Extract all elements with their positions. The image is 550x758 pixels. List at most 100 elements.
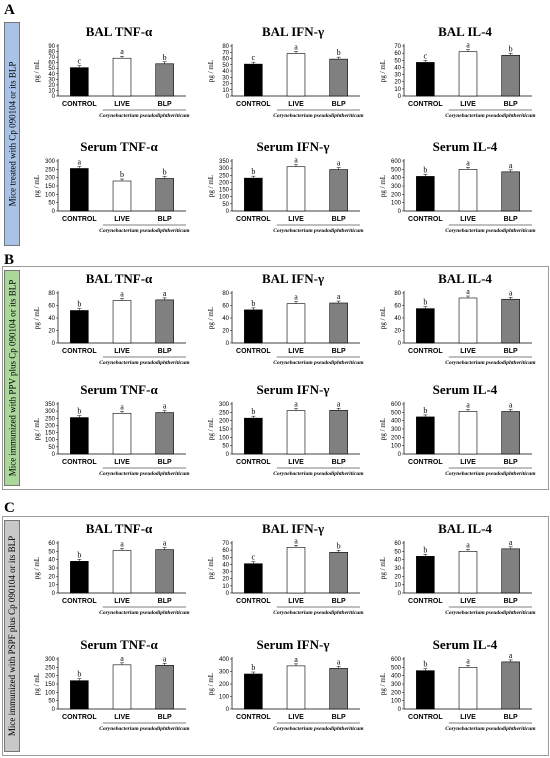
y-tick-label: 30 — [222, 570, 229, 576]
chart-title: Serum TNF-α — [80, 139, 158, 154]
bar — [458, 169, 478, 212]
bar — [112, 300, 132, 344]
y-tick-label: 20 — [394, 574, 401, 580]
bar — [155, 178, 174, 212]
y-tick-label: 150 — [45, 184, 56, 190]
y-tick-label: 200 — [391, 192, 402, 198]
panel-c-side-label: Mice immunized with PSPF plus Cp 090104 … — [4, 520, 20, 752]
y-tick-label: 40 — [394, 316, 401, 322]
chart-title: BAL TNF-α — [86, 24, 153, 39]
y-axis-label: pg / mL — [207, 60, 215, 82]
y-tick-label: 100 — [45, 192, 56, 198]
y-tick-label: 300 — [391, 427, 402, 433]
panel-a-side-label: Mice treated with Cp 090104 or its BLP — [4, 22, 20, 246]
significance-letter: b — [251, 663, 255, 672]
bar — [416, 670, 435, 710]
group-label: Corynebacterium pseudodiphtheriticum — [99, 360, 190, 366]
y-tick-label: 250 — [45, 416, 56, 422]
category-label: LIVE — [460, 348, 476, 355]
y-tick-label: 50 — [222, 202, 229, 208]
significance-letter: a — [120, 654, 124, 663]
significance-letter: a — [163, 402, 167, 411]
group-label: Corynebacterium pseudodiphtheriticum — [99, 113, 190, 119]
category-label: CONTROL — [236, 598, 271, 605]
category-label: LIVE — [114, 459, 130, 466]
significance-letter: a — [294, 536, 298, 545]
bar — [416, 416, 435, 455]
y-tick-label: 50 — [48, 201, 55, 207]
y-tick-label: 0 — [52, 94, 56, 100]
bar — [286, 166, 306, 212]
y-tick-label: 10 — [394, 583, 401, 589]
bar — [458, 51, 478, 97]
y-tick-label: 100 — [219, 195, 230, 201]
chart-title: Serum IL-4 — [433, 637, 498, 652]
group-label: Corynebacterium pseudodiphtheriticum — [273, 471, 364, 477]
y-tick-label: 0 — [52, 341, 56, 347]
bar — [501, 411, 520, 455]
y-tick-label: 60 — [394, 541, 401, 547]
y-tick-label: 90 — [48, 44, 55, 50]
y-axis-label: pg / mL — [33, 557, 41, 579]
significance-letter: b — [77, 670, 81, 679]
significance-letter: b — [423, 298, 427, 307]
category-label: CONTROL — [62, 216, 97, 223]
group-label: Corynebacterium pseudodiphtheriticum — [445, 471, 536, 477]
significance-letter: b — [77, 300, 81, 309]
category-label: BLP — [332, 101, 346, 108]
y-axis-label: pg / mL — [379, 418, 387, 440]
group-label: Corynebacterium pseudodiphtheriticum — [273, 113, 364, 119]
group-label: Corynebacterium pseudodiphtheriticum — [273, 228, 364, 234]
y-tick-label: 60 — [48, 61, 55, 67]
bar — [329, 302, 348, 344]
y-axis-label: pg / mL — [33, 418, 41, 440]
y-tick-label: 0 — [226, 452, 230, 458]
y-tick-label: 50 — [394, 58, 401, 64]
category-label: BLP — [504, 459, 518, 466]
y-tick-label: 400 — [219, 657, 230, 663]
significance-letter: a — [466, 401, 470, 410]
significance-letter: a — [337, 159, 341, 168]
chart-title: BAL IL-4 — [438, 271, 492, 286]
category-label: BLP — [158, 459, 172, 466]
category-label: LIVE — [114, 714, 130, 721]
y-tick-label: 400 — [391, 176, 402, 182]
bar — [112, 57, 132, 97]
y-axis-label: pg / mL — [33, 673, 41, 695]
y-axis-label: pg / mL — [207, 307, 215, 329]
significance-letter: b — [120, 170, 124, 179]
y-tick-label: 60 — [48, 541, 55, 547]
category-label: LIVE — [288, 216, 304, 223]
y-tick-label: 20 — [394, 329, 401, 335]
y-tick-label: 70 — [48, 55, 55, 61]
significance-letter: a — [337, 657, 341, 666]
y-tick-label: 40 — [48, 558, 55, 564]
y-tick-label: 350 — [45, 402, 56, 408]
bar — [501, 548, 520, 594]
significance-letter: b — [423, 660, 427, 669]
significance-letter: a — [294, 293, 298, 302]
y-tick-label: 300 — [45, 409, 56, 415]
y-tick-label: 150 — [45, 682, 56, 688]
y-tick-label: 100 — [219, 435, 230, 441]
panel-letter-a: A — [4, 2, 15, 18]
category-label: CONTROL — [62, 598, 97, 605]
chart-title: Serum IFN-γ — [257, 637, 330, 652]
bar — [329, 668, 348, 710]
significance-letter: b — [423, 165, 427, 174]
y-tick-label: 80 — [48, 291, 55, 297]
y-tick-label: 0 — [226, 341, 230, 347]
bar-chart: BAL IL-4 pg / mL 0 10 20 30 40 50 60 b CONTROL a LIV… — [379, 521, 536, 616]
bar — [329, 551, 348, 594]
bar — [501, 171, 520, 212]
significance-letter: a — [120, 402, 124, 411]
y-tick-label: 300 — [391, 184, 402, 190]
y-axis-label: pg / mL — [379, 175, 387, 197]
significance-letter: a — [163, 654, 167, 663]
y-tick-label: 80 — [222, 291, 229, 297]
category-label: BLP — [158, 348, 172, 355]
y-tick-label: 70 — [394, 44, 401, 50]
y-tick-label: 80 — [394, 291, 401, 297]
